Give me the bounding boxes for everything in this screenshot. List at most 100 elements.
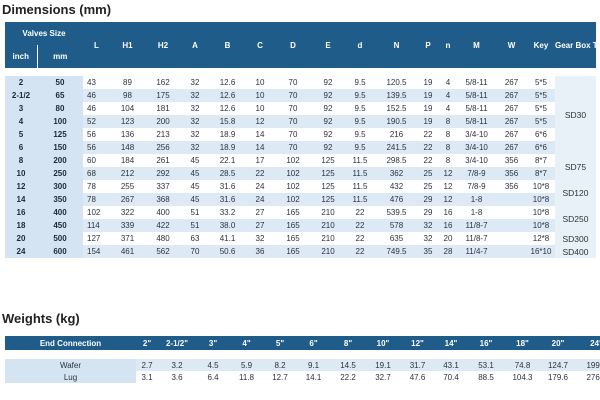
value-cell: 102 xyxy=(274,167,312,180)
value-cell: 24 xyxy=(246,193,274,206)
inch-cell: 2-1/2 xyxy=(5,89,37,102)
value-cell: 216 xyxy=(389,130,404,139)
mm-cell: 80 xyxy=(37,102,83,115)
value-cell: 562 xyxy=(145,245,181,258)
table-row: 16 400 102 322 400 51 33.2 27 165 210 22 539.5 29 16 1… xyxy=(5,206,596,232)
value-cell: 371 xyxy=(120,234,135,243)
value-cell: 356 xyxy=(496,167,527,180)
table-row: 6 150 56 148 256 32 18.9 14 70 92 9.5 241.5 22 8 3/4-1… xyxy=(5,141,596,154)
value-cell: 46 xyxy=(83,89,110,102)
value-cell: 162 xyxy=(156,78,170,87)
value-cell: 70 xyxy=(274,115,312,128)
value-cell: 210 xyxy=(312,219,344,232)
weight-cell: 14.1 xyxy=(305,372,322,382)
value-cell: 41.1 xyxy=(219,234,236,243)
gear-box-type-header: Gear Box Type xyxy=(555,22,596,68)
value-cell: 22 xyxy=(423,156,433,165)
value-cell: 181 xyxy=(156,104,170,113)
value-cell: 51 xyxy=(190,208,200,217)
value-cell: 38.0 xyxy=(209,219,246,232)
mm-cell: 500 xyxy=(37,232,83,245)
value-cell: 32 xyxy=(181,115,209,128)
end-connection-header: End Connection xyxy=(5,336,136,350)
column-header: P xyxy=(417,22,439,68)
size-header: 18" xyxy=(505,336,540,350)
weight-cell: 5.9 xyxy=(230,359,263,371)
value-cell: 12 xyxy=(246,115,274,128)
table-row: 8 200 60 184 261 45 22.1 17 102 125 11.5 298.5 22 8 3/… xyxy=(5,154,596,180)
weights-header-row: End Connection 2" 2-1/2" 3" 4" 5" 6" 8" 10" 12" 14… xyxy=(5,336,600,350)
value-cell: 102 xyxy=(274,193,312,206)
value-cell: 56 xyxy=(83,141,110,154)
mm-cell: 450 xyxy=(37,219,83,232)
value-cell: 339 xyxy=(110,219,145,232)
table-row: 24 600 154 461 562 70 50.6 36 165 210 22 749.5 35 28 1… xyxy=(5,245,596,258)
value-cell: 89 xyxy=(123,78,132,87)
value-cell: 8 xyxy=(439,115,457,128)
inch-cell: 12 xyxy=(5,180,37,193)
column-header: C xyxy=(246,22,274,68)
weight-cell: 12.7 xyxy=(272,372,288,382)
value-cell: 298.5 xyxy=(386,156,407,165)
value-cell: 22 xyxy=(344,245,376,258)
value-cell: 11/8-7 xyxy=(457,219,496,232)
weight-cell: 2.7 xyxy=(136,359,158,371)
value-cell: 9.5 xyxy=(354,104,366,113)
value-cell: 10*8 xyxy=(532,182,550,191)
mm-cell: 300 xyxy=(37,180,83,193)
mm-cell: 600 xyxy=(37,245,83,258)
value-cell: 45 xyxy=(181,167,209,180)
value-cell: 9.5 xyxy=(344,115,376,128)
value-cell: 92 xyxy=(312,141,344,154)
spacer-row xyxy=(5,350,600,359)
value-cell: 432 xyxy=(389,182,404,191)
value-cell: 19 xyxy=(417,115,439,128)
value-cell: 16*10 xyxy=(527,245,555,258)
value-cell: 578 xyxy=(376,219,417,232)
column-header: Key xyxy=(527,22,555,68)
weight-cell: 43.1 xyxy=(435,359,467,371)
column-header: N xyxy=(376,22,417,68)
value-cell: 11/8-7 xyxy=(465,234,488,243)
value-cell: 5/8-11 xyxy=(465,78,488,87)
weight-cell: 53.1 xyxy=(467,359,505,371)
inch-cell: 8 xyxy=(5,154,37,167)
value-cell: 12.6 xyxy=(209,89,246,102)
value-cell: 256 xyxy=(145,141,181,154)
weight-cell: 124.7 xyxy=(540,359,576,371)
weight-cell: 14.5 xyxy=(330,359,366,371)
value-cell: 32 xyxy=(181,141,209,154)
value-cell: 9.5 xyxy=(344,141,376,154)
value-cell: 165 xyxy=(286,208,300,217)
table-row: Wafer 2.7 3.2 4.5 5.9 8.2 9.1 14.5 19.1 31.7 43.1 5… xyxy=(5,359,600,371)
inch-cell: 2 xyxy=(5,76,37,89)
value-cell: 104 xyxy=(120,104,135,113)
value-cell: 10*8 xyxy=(527,193,555,206)
value-cell: 635 xyxy=(389,234,404,243)
value-cell: 28 xyxy=(439,245,457,258)
column-header: H1 xyxy=(110,22,145,68)
value-cell: 476 xyxy=(376,193,417,206)
table-row: 2-1/2 65 46 98 175 32 12.6 10 70 92 9.5 139.5 19 4 5/8… xyxy=(5,89,596,102)
mm-cell: 250 xyxy=(37,167,83,180)
value-cell: 92 xyxy=(323,130,333,139)
value-cell: 22 xyxy=(355,234,365,243)
value-cell: 5/8-11 xyxy=(457,89,496,102)
inch-cell: 16 xyxy=(5,206,37,219)
value-cell: 356 xyxy=(504,156,519,165)
weight-cell: 19.1 xyxy=(366,359,400,371)
value-cell: 12.6 xyxy=(219,78,236,87)
value-cell: 6*6 xyxy=(527,141,555,154)
value-cell: 422 xyxy=(145,219,181,232)
value-cell xyxy=(496,193,527,206)
value-cell: 32 xyxy=(190,104,200,113)
inch-cell: 14 xyxy=(5,193,37,206)
table-row: 2 50 43 89 162 32 12.6 10 70 92 9.5 120.5 19 4 5/8-11 2… xyxy=(5,76,596,154)
weight-cell: 11.8 xyxy=(239,372,254,382)
weight-cell: 199.6 xyxy=(576,359,600,371)
value-cell: 125 xyxy=(312,193,344,206)
value-cell: 98 xyxy=(110,89,145,102)
value-cell: 22.1 xyxy=(219,156,236,165)
value-cell: 92 xyxy=(323,78,333,87)
spacer-cell xyxy=(5,350,600,359)
